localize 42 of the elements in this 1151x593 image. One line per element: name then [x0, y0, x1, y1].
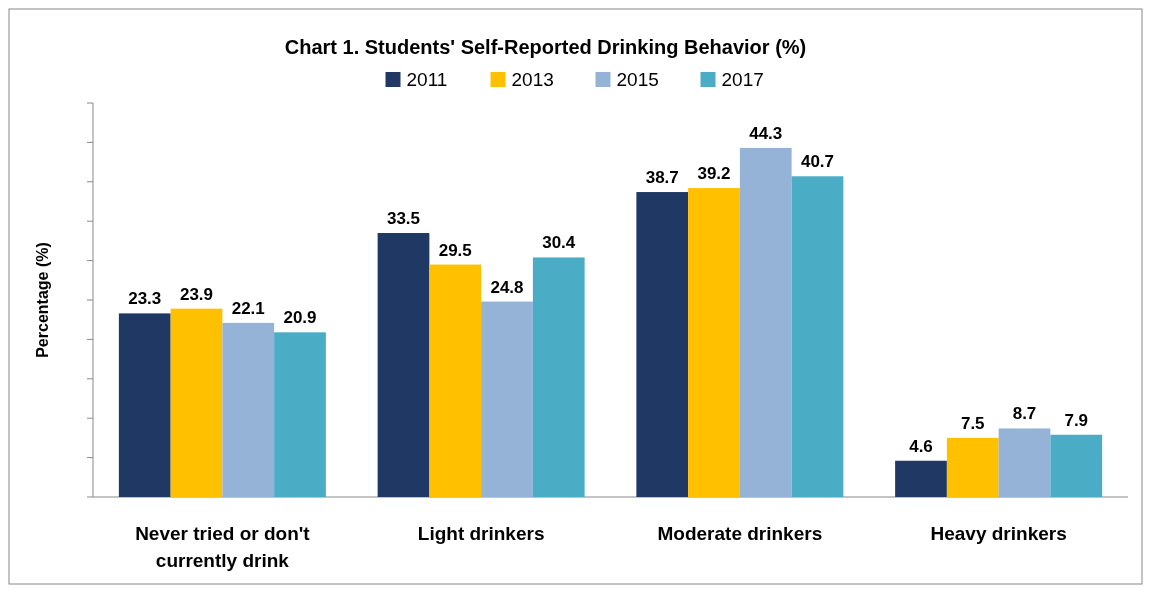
data-label: 7.9 [1064, 410, 1089, 430]
bar [688, 188, 740, 497]
data-label: 23.9 [179, 284, 214, 304]
bar [791, 176, 844, 497]
data-label: 22.1 [231, 298, 265, 318]
data-label: 40.7 [800, 152, 835, 172]
data-label: 29.5 [438, 240, 472, 260]
bar [739, 147, 792, 497]
x-tick-label: Never tried or don't currently drink [135, 523, 311, 571]
bar [377, 233, 430, 497]
data-label: 24.8 [490, 277, 524, 297]
data-label: 20.9 [283, 308, 317, 328]
bar [170, 308, 223, 497]
bar [274, 332, 326, 497]
data-label: 30.4 [542, 233, 576, 253]
data-label: 7.5 [960, 413, 985, 433]
data-label: 8.7 [1012, 404, 1037, 424]
data-label: 44.3 [749, 123, 783, 143]
bar [946, 437, 999, 497]
data-label: 4.6 [909, 436, 933, 456]
bar [636, 192, 689, 497]
bar [429, 264, 482, 497]
x-tick-label: Moderate drinkers [657, 523, 823, 544]
bar [222, 322, 275, 497]
data-label: 23.3 [128, 289, 162, 309]
data-label: 33.5 [386, 209, 421, 229]
bar [532, 257, 585, 497]
legend-label: 2011 [406, 69, 448, 90]
y-axis-title: Percentage (%) [34, 242, 51, 358]
bar [481, 301, 533, 497]
data-label: 38.7 [645, 168, 679, 188]
bar [118, 313, 171, 497]
legend-label: 2013 [511, 69, 554, 90]
bar [998, 428, 1051, 497]
data-label: 39.2 [697, 164, 731, 184]
legend-label: 2017 [721, 69, 764, 90]
x-tick-label: Heavy drinkers [930, 523, 1067, 544]
legend-label: 2015 [616, 69, 659, 90]
chart-title: Chart 1. Students' Self-Reported Drinking Behavior (%) [284, 36, 807, 58]
bar [1050, 434, 1103, 497]
bar [895, 460, 947, 497]
x-tick-label: Light drinkers [417, 523, 545, 544]
